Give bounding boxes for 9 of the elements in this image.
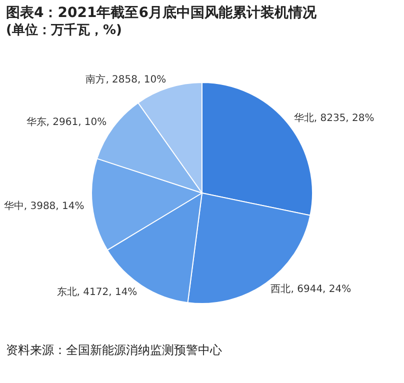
text: 资料来源：全国新能源消纳监测预警中心 (6, 342, 222, 359)
chart-title: 图表4：2021年截至6月底中国风能累计装机情况 (6, 4, 316, 22)
chart-subtitle: (单位：万千瓦，%) (6, 22, 123, 40)
slice-label: 华北, 8235, 28% (294, 112, 374, 124)
slice-label: 东北, 4172, 14% (56, 286, 138, 298)
slice-label: 西北, 6944, 24% (270, 283, 352, 296)
slice-label: 华中, 3988, 14% (4, 200, 84, 212)
slice-label: 南方, 2858, 10% (86, 74, 166, 86)
slice-label: 华东, 2961, 10% (26, 116, 107, 128)
